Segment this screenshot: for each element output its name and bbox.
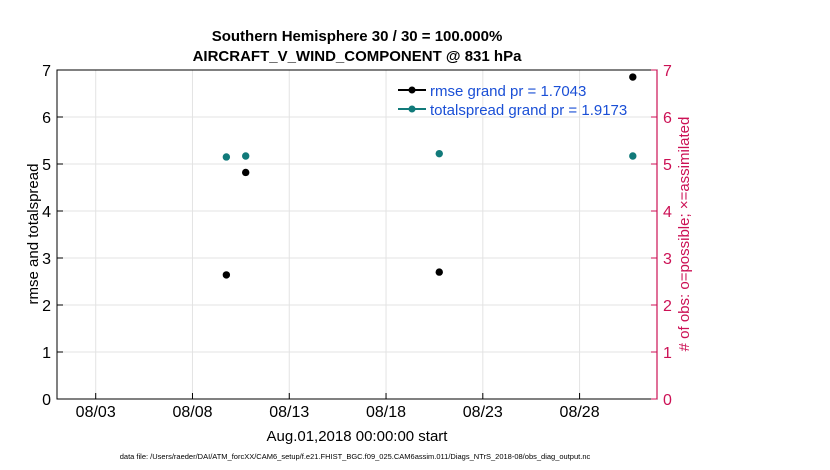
- x-axis: 08/03 08/08 08/13 08/18 08/23 08/28: [76, 393, 600, 421]
- x-tick-label: 08/23: [463, 404, 503, 421]
- footer-data-file: data file: /Users/raeder/DAI/ATM_forcXX/…: [120, 452, 591, 461]
- plot-area: [56, 69, 658, 400]
- chart-title-line1: Southern Hemisphere 30 / 30 = 100.000%: [212, 28, 503, 45]
- totalspread-point: [222, 153, 231, 161]
- y-tick-label-right: 1: [663, 345, 672, 362]
- rmse-point: [629, 73, 637, 81]
- y-tick-label-right: 0: [663, 392, 672, 409]
- legend: rmse grand pr = 1.7043 totalspread grand…: [398, 83, 627, 119]
- totalspread-point: [242, 152, 250, 160]
- grid: [57, 70, 657, 399]
- x-tick-label: 08/28: [560, 404, 600, 421]
- legend-spread-marker: [408, 105, 416, 113]
- rmse-point: [435, 268, 443, 276]
- legend-spread-label: totalspread grand pr = 1.9173: [430, 102, 627, 119]
- y-tick-label-left: 0: [42, 392, 51, 409]
- rmse-point: [242, 168, 250, 177]
- y-axis-left: 0 1 2 3 4 5 6 7: [42, 63, 63, 409]
- x-axis-label: Aug.01,2018 00:00:00 start: [267, 428, 449, 445]
- y-axis-right-label: # of obs: o=possible; ×=assimilated: [676, 117, 693, 352]
- y-tick-label-right: 6: [663, 110, 672, 127]
- legend-rmse-label: rmse grand pr = 1.7043: [430, 83, 586, 100]
- x-tick-label: 08/03: [76, 404, 116, 421]
- y-tick-label-left: 7: [42, 63, 51, 80]
- x-tick-label: 08/13: [269, 404, 309, 421]
- y-tick-label-right: 5: [663, 157, 672, 174]
- x-tick-label: 08/08: [172, 404, 212, 421]
- totalspread-series: [222, 149, 637, 161]
- y-tick-label-right: 4: [663, 204, 672, 221]
- y-axis-right: 0 1 2 3 4 5 6 7: [651, 63, 672, 409]
- y-tick-label-left: 5: [42, 157, 51, 174]
- y-tick-label-left: 6: [42, 110, 51, 127]
- y-tick-label-left: 1: [42, 345, 51, 362]
- rmse-point: [222, 271, 231, 279]
- rmse-series: [222, 73, 637, 279]
- y-tick-label-left: 2: [42, 298, 51, 315]
- totalspread-point: [629, 152, 637, 160]
- chart-title-line2: AIRCRAFT_V_WIND_COMPONENT @ 831 hPa: [193, 48, 523, 65]
- y-tick-label-right: 7: [663, 63, 672, 80]
- x-tick-label: 08/18: [366, 404, 406, 421]
- y-tick-label-right: 3: [663, 251, 672, 268]
- legend-rmse-marker: [408, 86, 416, 94]
- totalspread-point: [435, 149, 443, 158]
- y-tick-label-left: 4: [42, 204, 51, 221]
- y-tick-label-right: 2: [663, 298, 672, 315]
- y-tick-label-left: 3: [42, 251, 51, 268]
- y-axis-left-label: rmse and totalspread: [25, 164, 42, 305]
